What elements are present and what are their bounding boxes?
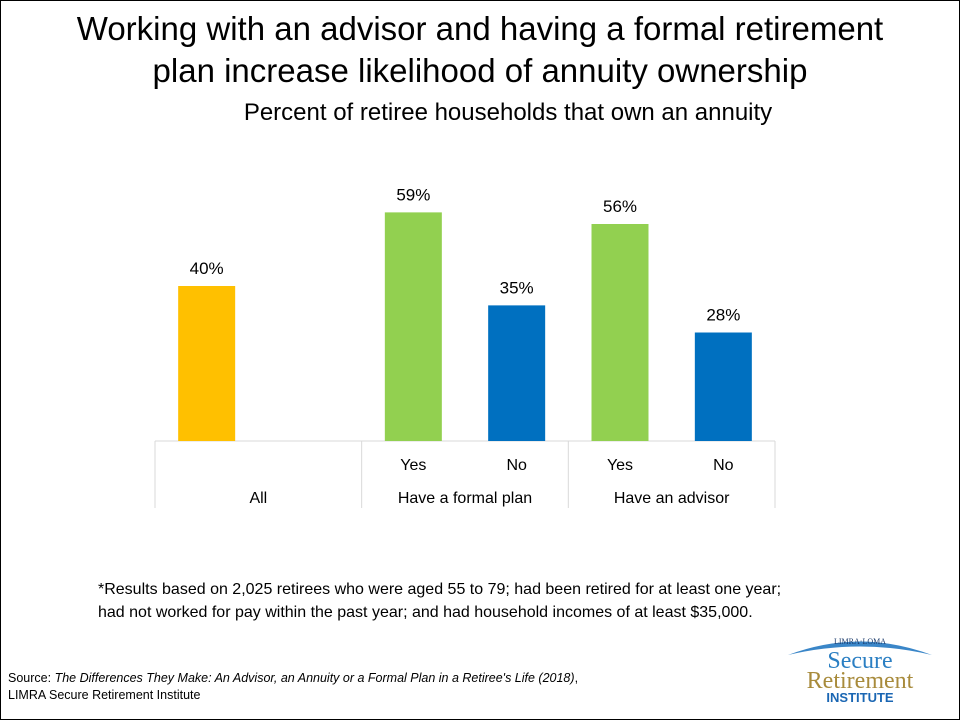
svg-text:Secure: Secure <box>827 648 892 674</box>
footnote-line-1: *Results based on 2,025 retirees who wer… <box>98 581 782 598</box>
footnote: *Results based on 2,025 retirees who wer… <box>98 578 781 624</box>
data-label: 28% <box>706 306 740 325</box>
svg-text:LIMRA·LOMA: LIMRA·LOMA <box>834 637 886 646</box>
footnote-line-2: had not worked for pay within the past y… <box>98 604 753 621</box>
bar <box>488 305 546 441</box>
svg-text:INSTITUTE: INSTITUTE <box>826 690 893 705</box>
category-tick-label: No <box>713 457 734 474</box>
data-label: 40% <box>190 259 224 278</box>
svg-text:Retirement: Retirement <box>807 668 914 694</box>
limra-sri-logo: LIMRA·LOMA Secure Retirement INSTITUTE <box>788 637 932 705</box>
source-suffix: , LIMRA Secure Retirement Institute <box>8 671 579 702</box>
group-tick-label: All <box>249 490 267 507</box>
data-label: 35% <box>500 278 534 297</box>
category-tick-label: Yes <box>400 457 426 474</box>
slide-title: Working with an advisor and having a for… <box>0 8 960 92</box>
data-label: 59% <box>396 185 430 204</box>
bar <box>178 286 236 441</box>
category-tick-label: Yes <box>607 457 633 474</box>
group-tick-label: Have an advisor <box>614 490 730 507</box>
source-citation: Source: The Differences They Make: An Ad… <box>8 670 608 704</box>
source-title: The Differences They Make: An Advisor, a… <box>54 671 575 685</box>
group-tick-label: Have a formal plan <box>398 490 532 507</box>
title-line-2: plan increase likelihood of annuity owne… <box>152 52 808 89</box>
bar <box>384 212 442 441</box>
title-line-1: Working with an advisor and having a for… <box>76 10 884 47</box>
data-label: 56% <box>603 197 637 216</box>
chart-title: Percent of retiree households that own a… <box>243 99 773 126</box>
bar <box>591 224 649 441</box>
source-prefix: Source: <box>8 671 55 685</box>
bar <box>694 332 752 441</box>
category-tick-label: No <box>506 457 527 474</box>
